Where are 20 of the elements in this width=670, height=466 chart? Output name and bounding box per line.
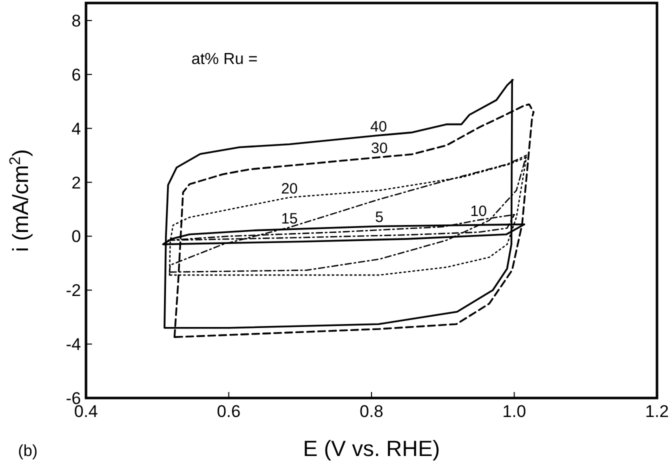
legend-title: at% Ru = bbox=[191, 50, 258, 68]
series-label: 40 bbox=[370, 118, 387, 136]
y-tick-label: 0 bbox=[72, 227, 81, 246]
y-tick-label: 6 bbox=[72, 65, 81, 84]
series-label: 20 bbox=[281, 180, 298, 198]
series-label: 30 bbox=[371, 140, 388, 158]
x-tick-label: 0.8 bbox=[360, 402, 384, 421]
y-tick-label: 2 bbox=[72, 173, 81, 192]
text: (b) bbox=[18, 443, 38, 460]
x-axis-title: E (V vs. RHE) bbox=[303, 436, 440, 461]
y-tick-label: -2 bbox=[66, 281, 81, 300]
y-tick-label: -4 bbox=[66, 335, 81, 354]
series-label: 10 bbox=[470, 203, 487, 220]
series-label: 5 bbox=[375, 209, 384, 226]
x-tick-label: 1.0 bbox=[502, 402, 526, 421]
y-tick-label: 8 bbox=[72, 11, 81, 30]
x-tick-label: 0.6 bbox=[216, 402, 241, 421]
series-label: 15 bbox=[281, 210, 298, 228]
x-tick-label: 1.2 bbox=[645, 402, 669, 421]
y-tick-label: 4 bbox=[72, 119, 81, 138]
